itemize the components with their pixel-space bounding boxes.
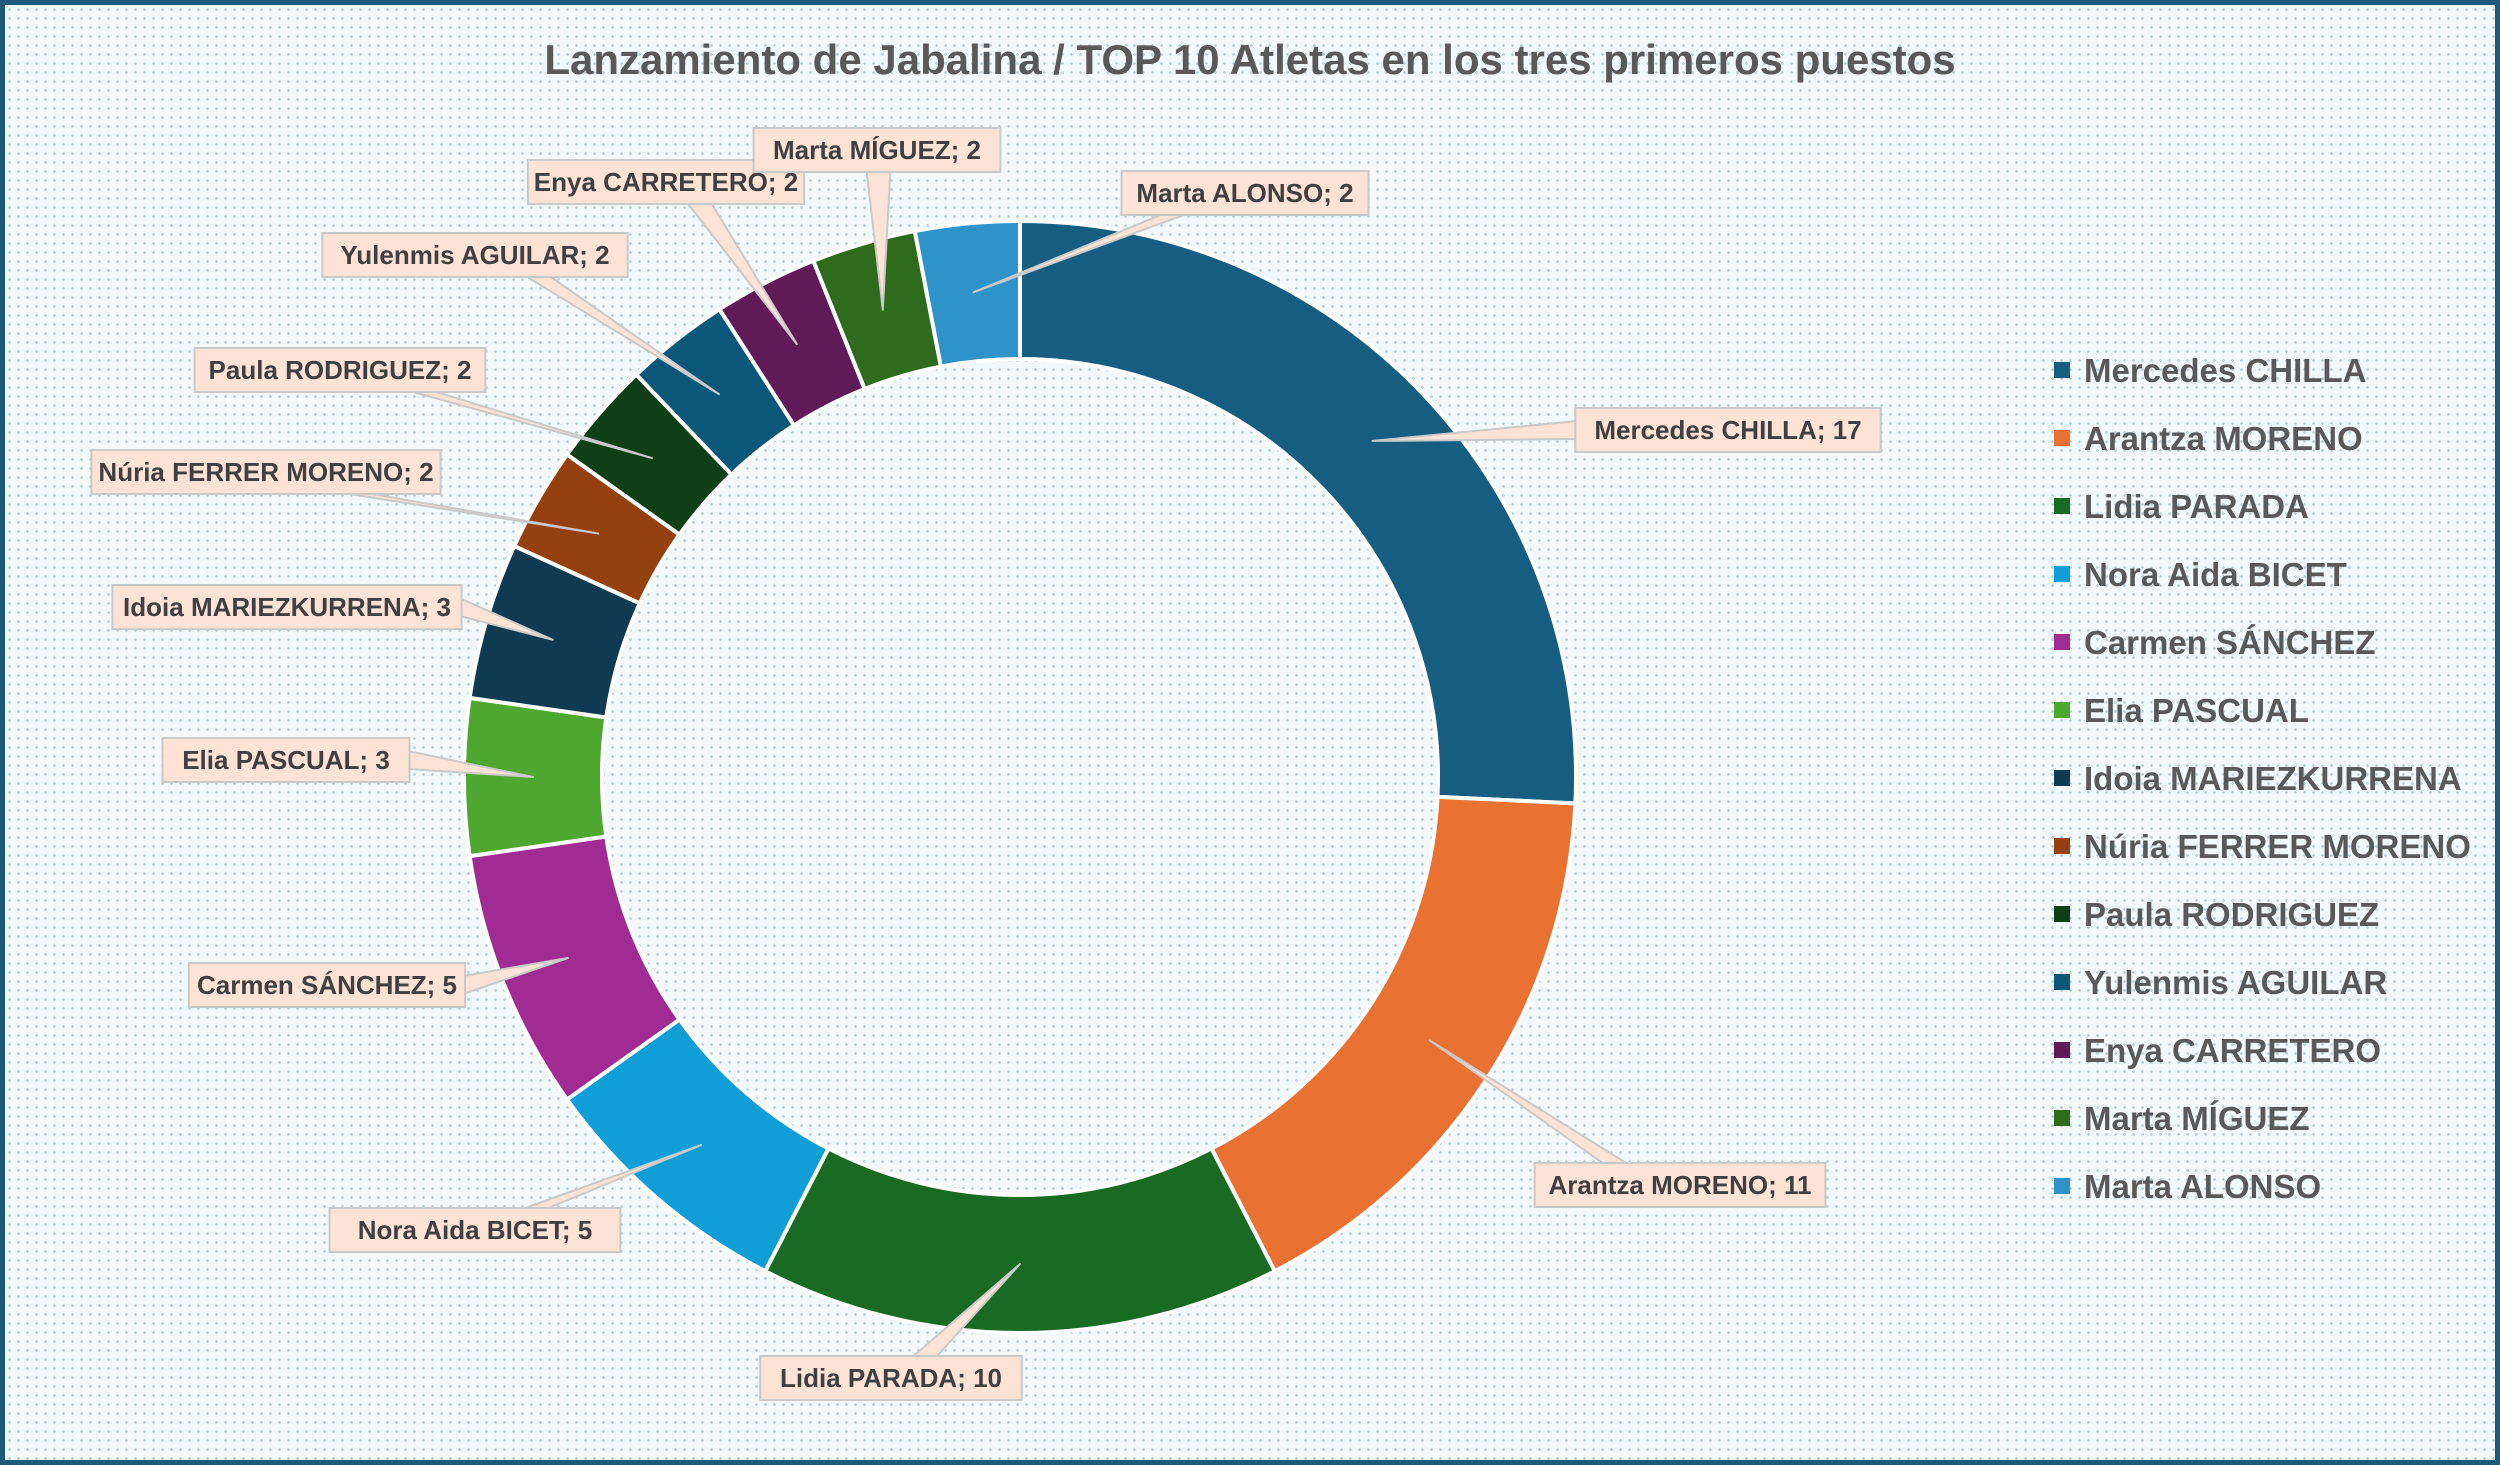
slice-arantza-moreno[interactable] <box>1208 794 1578 1274</box>
legend-item-marta-alonso[interactable]: Marta ALONSO <box>2054 1168 2321 1205</box>
data-label-text: Idoia MARIEZKURRENA; 3 <box>123 592 451 622</box>
chart-title: Lanzamiento de Jabalina / TOP 10 Atletas… <box>544 36 1955 83</box>
slice-elia-pascual[interactable] <box>462 695 609 859</box>
legend-swatch <box>2054 838 2070 854</box>
slice-mercedes-chilla[interactable] <box>1018 218 1578 806</box>
data-label-marta-miguez: Marta MÍGUEZ; 2 <box>752 127 1002 311</box>
legend-swatch <box>2054 566 2070 582</box>
label-box <box>161 737 411 783</box>
legend-swatch <box>2054 362 2070 378</box>
slice-marta-alonso[interactable] <box>912 218 1022 369</box>
legend-label: Lidia PARADA <box>2084 488 2309 525</box>
legend-label: Mercedes CHILLA <box>2084 352 2366 389</box>
data-label-text: Mercedes CHILLA; 17 <box>1594 415 1861 445</box>
legend-swatch <box>2054 1178 2070 1194</box>
data-label-group: Mercedes CHILLA; 17 Arantza MORENO; 11 Lid… <box>90 127 1882 1401</box>
data-label-elia-pascual: Elia PASCUAL; 3 <box>161 737 534 783</box>
legend-item-lidia-parada[interactable]: Lidia PARADA <box>2054 488 2309 525</box>
label-box <box>1120 170 1370 216</box>
legend-label: Paula RODRIGUEZ <box>2084 896 2379 933</box>
legend-swatch <box>2054 906 2070 922</box>
label-box <box>187 962 467 1008</box>
label-box <box>752 127 1002 173</box>
data-label-mercedes-chilla: Mercedes CHILLA; 17 <box>1371 407 1882 453</box>
data-label-text: Carmen SÁNCHEZ; 5 <box>197 970 457 1000</box>
data-label-text: Yulenmis AGUILAR; 2 <box>340 240 609 270</box>
data-label-enya-carretero: Enya CARRETERO; 2 <box>526 159 806 346</box>
legend-item-yulenmis-aguilar[interactable]: Yulenmis AGUILAR <box>2054 964 2387 1001</box>
legend-swatch <box>2054 430 2070 446</box>
legend-item-nora-aida-bicet[interactable]: Nora Aida BICET <box>2054 556 2347 593</box>
label-box <box>193 347 487 393</box>
legend-item-paula-rodriguez[interactable]: Paula RODRIGUEZ <box>2054 896 2379 933</box>
data-label-carmen-sanchez: Carmen SÁNCHEZ; 5 <box>187 956 569 1008</box>
label-box <box>759 1355 1023 1401</box>
legend-item-idoia-mariezkurrena[interactable]: Idoia MARIEZKURRENA <box>2054 760 2462 797</box>
legend-label: Elia PASCUAL <box>2084 692 2309 729</box>
label-box <box>111 584 463 630</box>
legend-item-marta-miguez[interactable]: Marta MÍGUEZ <box>2054 1100 2310 1137</box>
legend: Mercedes CHILLA Arantza MORENO Lidia PARAD… <box>2054 352 2471 1205</box>
data-label-text: Elia PASCUAL; 3 <box>182 745 390 775</box>
legend-label: Marta MÍGUEZ <box>2084 1100 2310 1137</box>
data-label-lidia-parada: Lidia PARADA; 10 <box>759 1263 1023 1401</box>
label-box <box>321 232 629 278</box>
label-box <box>328 1207 622 1253</box>
data-label-paula-rodriguez: Paula RODRIGUEZ; 2 <box>193 347 653 460</box>
legend-label: Marta ALONSO <box>2084 1168 2321 1205</box>
legend-label: Carmen SÁNCHEZ <box>2084 624 2376 661</box>
label-box <box>1533 1162 1827 1208</box>
legend-label: Núria FERRER MORENO <box>2084 828 2471 865</box>
data-label-nora-aida-bicet: Nora Aida BICET; 5 <box>328 1144 703 1253</box>
label-box <box>1574 407 1882 453</box>
legend-item-nuria-ferrer-moreno[interactable]: Núria FERRER MORENO <box>2054 828 2471 865</box>
legend-swatch <box>2054 974 2070 990</box>
legend-item-mercedes-chilla[interactable]: Mercedes CHILLA <box>2054 352 2366 389</box>
data-label-marta-alonso: Marta ALONSO; 2 <box>972 170 1370 294</box>
legend-swatch <box>2054 498 2070 514</box>
legend-label: Yulenmis AGUILAR <box>2084 964 2387 1001</box>
data-label-yulenmis-aguilar: Yulenmis AGUILAR; 2 <box>321 232 720 396</box>
label-box <box>90 449 442 495</box>
data-label-text: Lidia PARADA; 10 <box>780 1363 1002 1393</box>
legend-item-arantza-moreno[interactable]: Arantza MORENO <box>2054 420 2363 457</box>
legend-label: Arantza MORENO <box>2084 420 2363 457</box>
data-label-text: Arantza MORENO; 11 <box>1549 1170 1812 1200</box>
data-label-arantza-moreno: Arantza MORENO; 11 <box>1428 1039 1827 1208</box>
data-label-text: Paula RODRIGUEZ; 2 <box>209 355 472 385</box>
legend-item-elia-pascual[interactable]: Elia PASCUAL <box>2054 692 2309 729</box>
legend-swatch <box>2054 770 2070 786</box>
legend-swatch <box>2054 702 2070 718</box>
slice-group <box>462 218 1578 1335</box>
legend-item-enya-carretero[interactable]: Enya CARRETERO <box>2054 1032 2381 1069</box>
legend-swatch <box>2054 1042 2070 1058</box>
legend-swatch <box>2054 634 2070 650</box>
data-label-text: Marta ALONSO; 2 <box>1136 178 1353 208</box>
slice-lidia-parada[interactable] <box>762 1145 1278 1335</box>
data-label-text: Núria FERRER MORENO; 2 <box>98 457 433 487</box>
data-label-text: Nora Aida BICET; 5 <box>358 1215 593 1245</box>
legend-item-carmen-sanchez[interactable]: Carmen SÁNCHEZ <box>2054 624 2376 661</box>
data-label-text: Marta MÍGUEZ; 2 <box>773 135 981 165</box>
legend-label: Enya CARRETERO <box>2084 1032 2381 1069</box>
legend-label: Nora Aida BICET <box>2084 556 2347 593</box>
legend-label: Idoia MARIEZKURRENA <box>2084 760 2462 797</box>
label-box <box>526 159 806 205</box>
legend-swatch <box>2054 1110 2070 1126</box>
data-label-idoia-mariezkurrena: Idoia MARIEZKURRENA; 3 <box>111 584 554 641</box>
data-label-nuria-ferrer-moreno: Núria FERRER MORENO; 2 <box>90 449 600 535</box>
